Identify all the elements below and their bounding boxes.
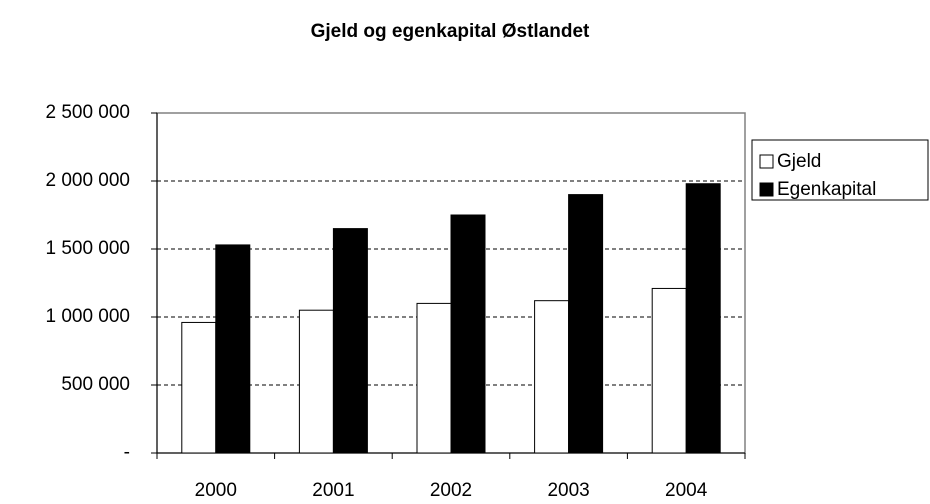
bar (215, 244, 251, 454)
x-tick-label: 2001 (312, 480, 354, 501)
legend-swatch (759, 182, 774, 197)
legend-swatch (759, 154, 774, 169)
y-tick-label: - (124, 442, 130, 463)
y-tick-label: 2 000 000 (45, 170, 130, 191)
x-tick-label: 2003 (547, 480, 589, 501)
legend-label: Gjeld (777, 151, 821, 172)
legend-box (751, 139, 929, 201)
x-tick-label: 2002 (430, 480, 472, 501)
y-tick-label: 1 500 000 (45, 238, 130, 259)
bar (685, 183, 721, 454)
bar (450, 214, 486, 454)
bar (416, 302, 452, 454)
chart-title: Gjeld og egenkapital Østlandet (311, 21, 590, 42)
bar (651, 287, 687, 454)
bar (332, 228, 368, 454)
y-tick-label: 500 000 (61, 374, 130, 395)
bar (568, 194, 604, 454)
bar (298, 309, 334, 454)
bar (534, 300, 570, 454)
x-tick-label: 2000 (195, 480, 237, 501)
y-tick-label: 1 000 000 (45, 306, 130, 327)
y-tick-label: 2 500 000 (45, 102, 130, 123)
x-tick-label: 2004 (665, 480, 708, 501)
legend-label: Egenkapital (777, 179, 876, 200)
bar (181, 321, 217, 454)
